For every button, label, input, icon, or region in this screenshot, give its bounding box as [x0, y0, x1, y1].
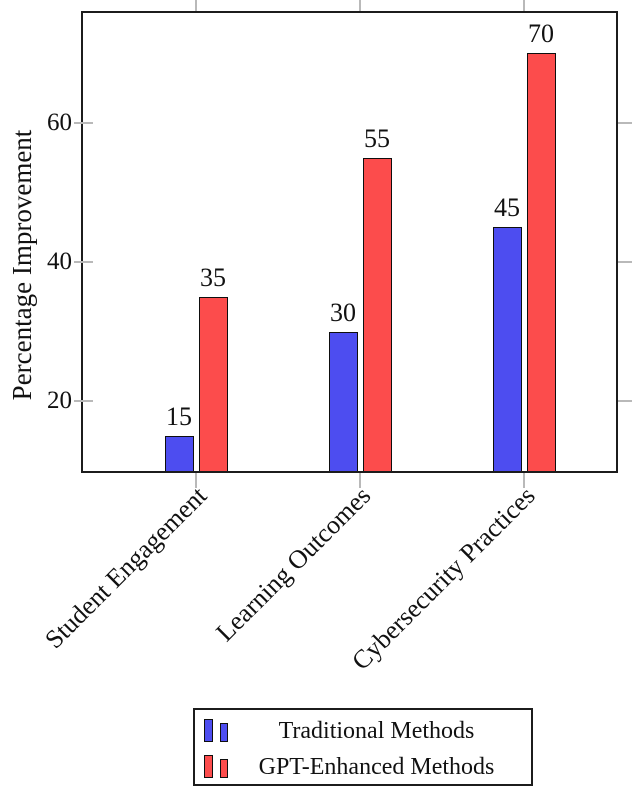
- y-tick-mark-left: [74, 121, 93, 124]
- x-category-label: Student Engagement: [39, 481, 213, 655]
- bar-traditional: [492, 227, 522, 471]
- x-tick-mark-bottom: [523, 473, 525, 488]
- y-tick-label: 20: [47, 387, 72, 415]
- bar-traditional: [328, 332, 358, 471]
- y-tick-mark-left: [74, 400, 93, 403]
- bar-value-label: 45: [494, 193, 520, 222]
- bar-gpt-enhanced: [526, 53, 556, 471]
- y-tick-mark-right: [618, 261, 632, 263]
- legend-bar-marker-icon: [204, 755, 228, 779]
- x-category-label: Cybersecurity Practices: [345, 481, 541, 676]
- y-axis-title: Percentage Improvement: [7, 129, 37, 401]
- legend-swatch: [220, 722, 228, 742]
- legend-bar-marker-icon: [204, 718, 228, 742]
- x-tick-mark-top: [523, 0, 525, 11]
- bar-traditional: [164, 436, 194, 471]
- bar-value-label: 15: [166, 402, 192, 431]
- bar-gpt-enhanced: [198, 297, 228, 471]
- legend-label: Traditional Methods: [278, 717, 475, 744]
- x-tick-mark-top: [359, 0, 361, 11]
- y-tick-mark-right: [618, 121, 632, 124]
- x-tick-mark-bottom: [359, 473, 361, 488]
- legend-box: Traditional Methods GPT-Enhanced Methods: [193, 708, 533, 786]
- y-tick-mark-right: [618, 400, 632, 403]
- bar-gpt-enhanced: [362, 158, 392, 471]
- y-tick-label: 40: [47, 248, 72, 275]
- bar-value-label: 70: [528, 19, 554, 48]
- legend-entry: Traditional Methods: [195, 711, 531, 747]
- legend-label: GPT-Enhanced Methods: [258, 754, 495, 781]
- legend-entry: GPT-Enhanced Methods: [195, 747, 531, 783]
- x-tick-mark-top: [195, 0, 197, 11]
- legend-swatch: [204, 755, 213, 779]
- legend-swatch: [220, 759, 228, 779]
- bar-value-label: 35: [200, 263, 226, 292]
- bar-value-label: 30: [330, 298, 356, 327]
- legend-swatch: [204, 718, 213, 742]
- bar-value-label: 55: [364, 124, 390, 153]
- y-tick-label: 60: [47, 108, 72, 136]
- x-tick-mark-bottom: [195, 473, 197, 488]
- y-tick-mark-left: [74, 261, 93, 263]
- x-category-label: Learning Outcomes: [210, 481, 377, 648]
